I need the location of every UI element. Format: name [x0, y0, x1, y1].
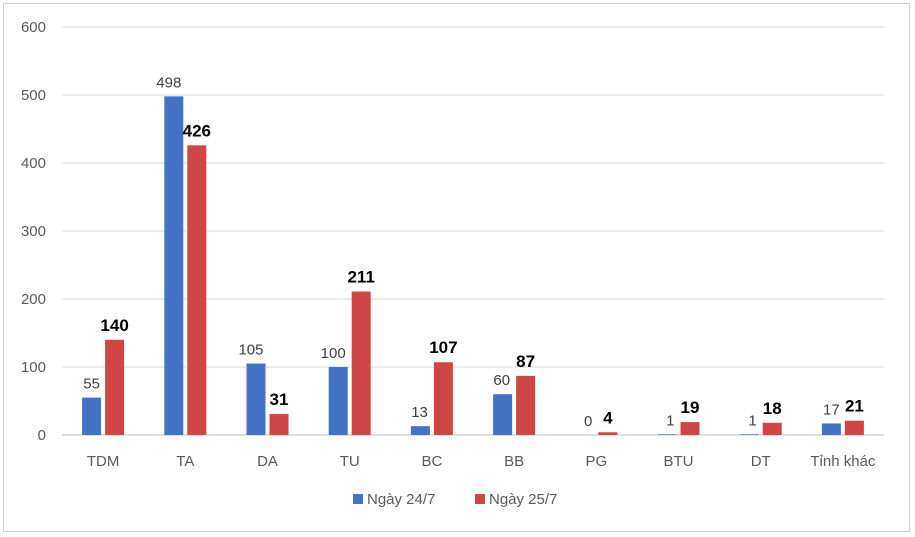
y-tick-label: 0: [38, 427, 46, 444]
x-tick-label: Tỉnh khác: [810, 453, 876, 470]
bar-ngay-24-7: [246, 363, 266, 435]
bar-ngay-24-7: [410, 426, 430, 435]
legend-swatch: [475, 494, 485, 504]
x-tick-label: TU: [340, 453, 360, 470]
x-tick-label: DA: [257, 453, 278, 470]
x-tick-label: TDM: [87, 453, 120, 470]
chart-frame: [3, 3, 910, 532]
data-label: 55: [83, 376, 100, 393]
data-label: 1: [748, 412, 756, 429]
x-tick-label: DT: [751, 453, 771, 470]
y-tick-label: 500: [21, 87, 46, 104]
bar-ngay-25-7: [762, 422, 782, 435]
y-axis-ticks: 0 100 200 300 400 500 600: [21, 19, 46, 444]
data-label: 17: [823, 401, 840, 418]
bar-ngay-24-7: [82, 397, 102, 435]
bar-ngay-25-7: [351, 291, 371, 435]
data-label: 426: [183, 121, 211, 140]
data-label: 0: [584, 413, 592, 430]
data-label: 21: [845, 397, 864, 416]
x-tick-label: BTU: [664, 453, 694, 470]
data-label: 4: [603, 408, 613, 427]
y-tick-label: 300: [21, 223, 46, 240]
x-tick-label: BB: [504, 453, 524, 470]
bars: [82, 96, 864, 436]
y-tick-label: 200: [21, 291, 46, 308]
bar-ngay-24-7: [164, 96, 184, 436]
bar-ngay-25-7: [433, 362, 453, 435]
x-axis-ticks: TDM TA DA TU BC BB PG BTU DT Tỉnh khác: [87, 453, 876, 470]
legend-swatch: [353, 494, 363, 504]
bar-ngay-25-7: [680, 422, 700, 435]
bar-ngay-24-7: [739, 434, 759, 435]
bar-ngay-24-7: [821, 423, 841, 435]
data-label: 13: [411, 404, 428, 421]
data-label: 19: [681, 398, 700, 417]
data-label: 1: [666, 412, 674, 429]
y-tick-label: 100: [21, 359, 46, 376]
data-label: 100: [321, 345, 346, 362]
data-labels: 55 140 498 426 105 31 100 211 13 107 60 87 0 4 1 19 1 18 1…: [83, 74, 864, 430]
data-label: 87: [516, 352, 535, 371]
x-tick-label: TA: [176, 453, 194, 470]
data-label: 18: [763, 399, 782, 418]
bar-ngay-24-7: [493, 394, 513, 435]
data-label: 60: [493, 372, 510, 389]
gridlines: [62, 26, 884, 436]
data-label: 107: [429, 338, 457, 357]
data-label: 105: [238, 342, 263, 359]
bar-ngay-25-7: [844, 420, 864, 435]
bar-ngay-24-7: [328, 367, 348, 435]
bar-ngay-25-7: [598, 432, 618, 435]
bar-ngay-25-7: [105, 339, 125, 435]
bar-ngay-25-7: [187, 145, 207, 435]
y-tick-label: 400: [21, 155, 46, 172]
legend-label: Ngày 24/7: [367, 491, 435, 508]
data-label: 140: [100, 316, 128, 335]
x-tick-label: PG: [585, 453, 607, 470]
data-label: 31: [270, 390, 289, 409]
bar-ngay-25-7: [516, 375, 536, 435]
data-label: 211: [347, 268, 374, 287]
legend-label: Ngày 25/7: [489, 491, 557, 508]
bar-ngay-24-7: [657, 434, 677, 435]
bar-ngay-25-7: [269, 413, 289, 435]
legend: Ngày 24/7 Ngày 25/7: [353, 491, 557, 508]
y-tick-label: 600: [21, 19, 46, 36]
data-label: 498: [156, 74, 181, 91]
x-tick-label: BC: [421, 453, 442, 470]
